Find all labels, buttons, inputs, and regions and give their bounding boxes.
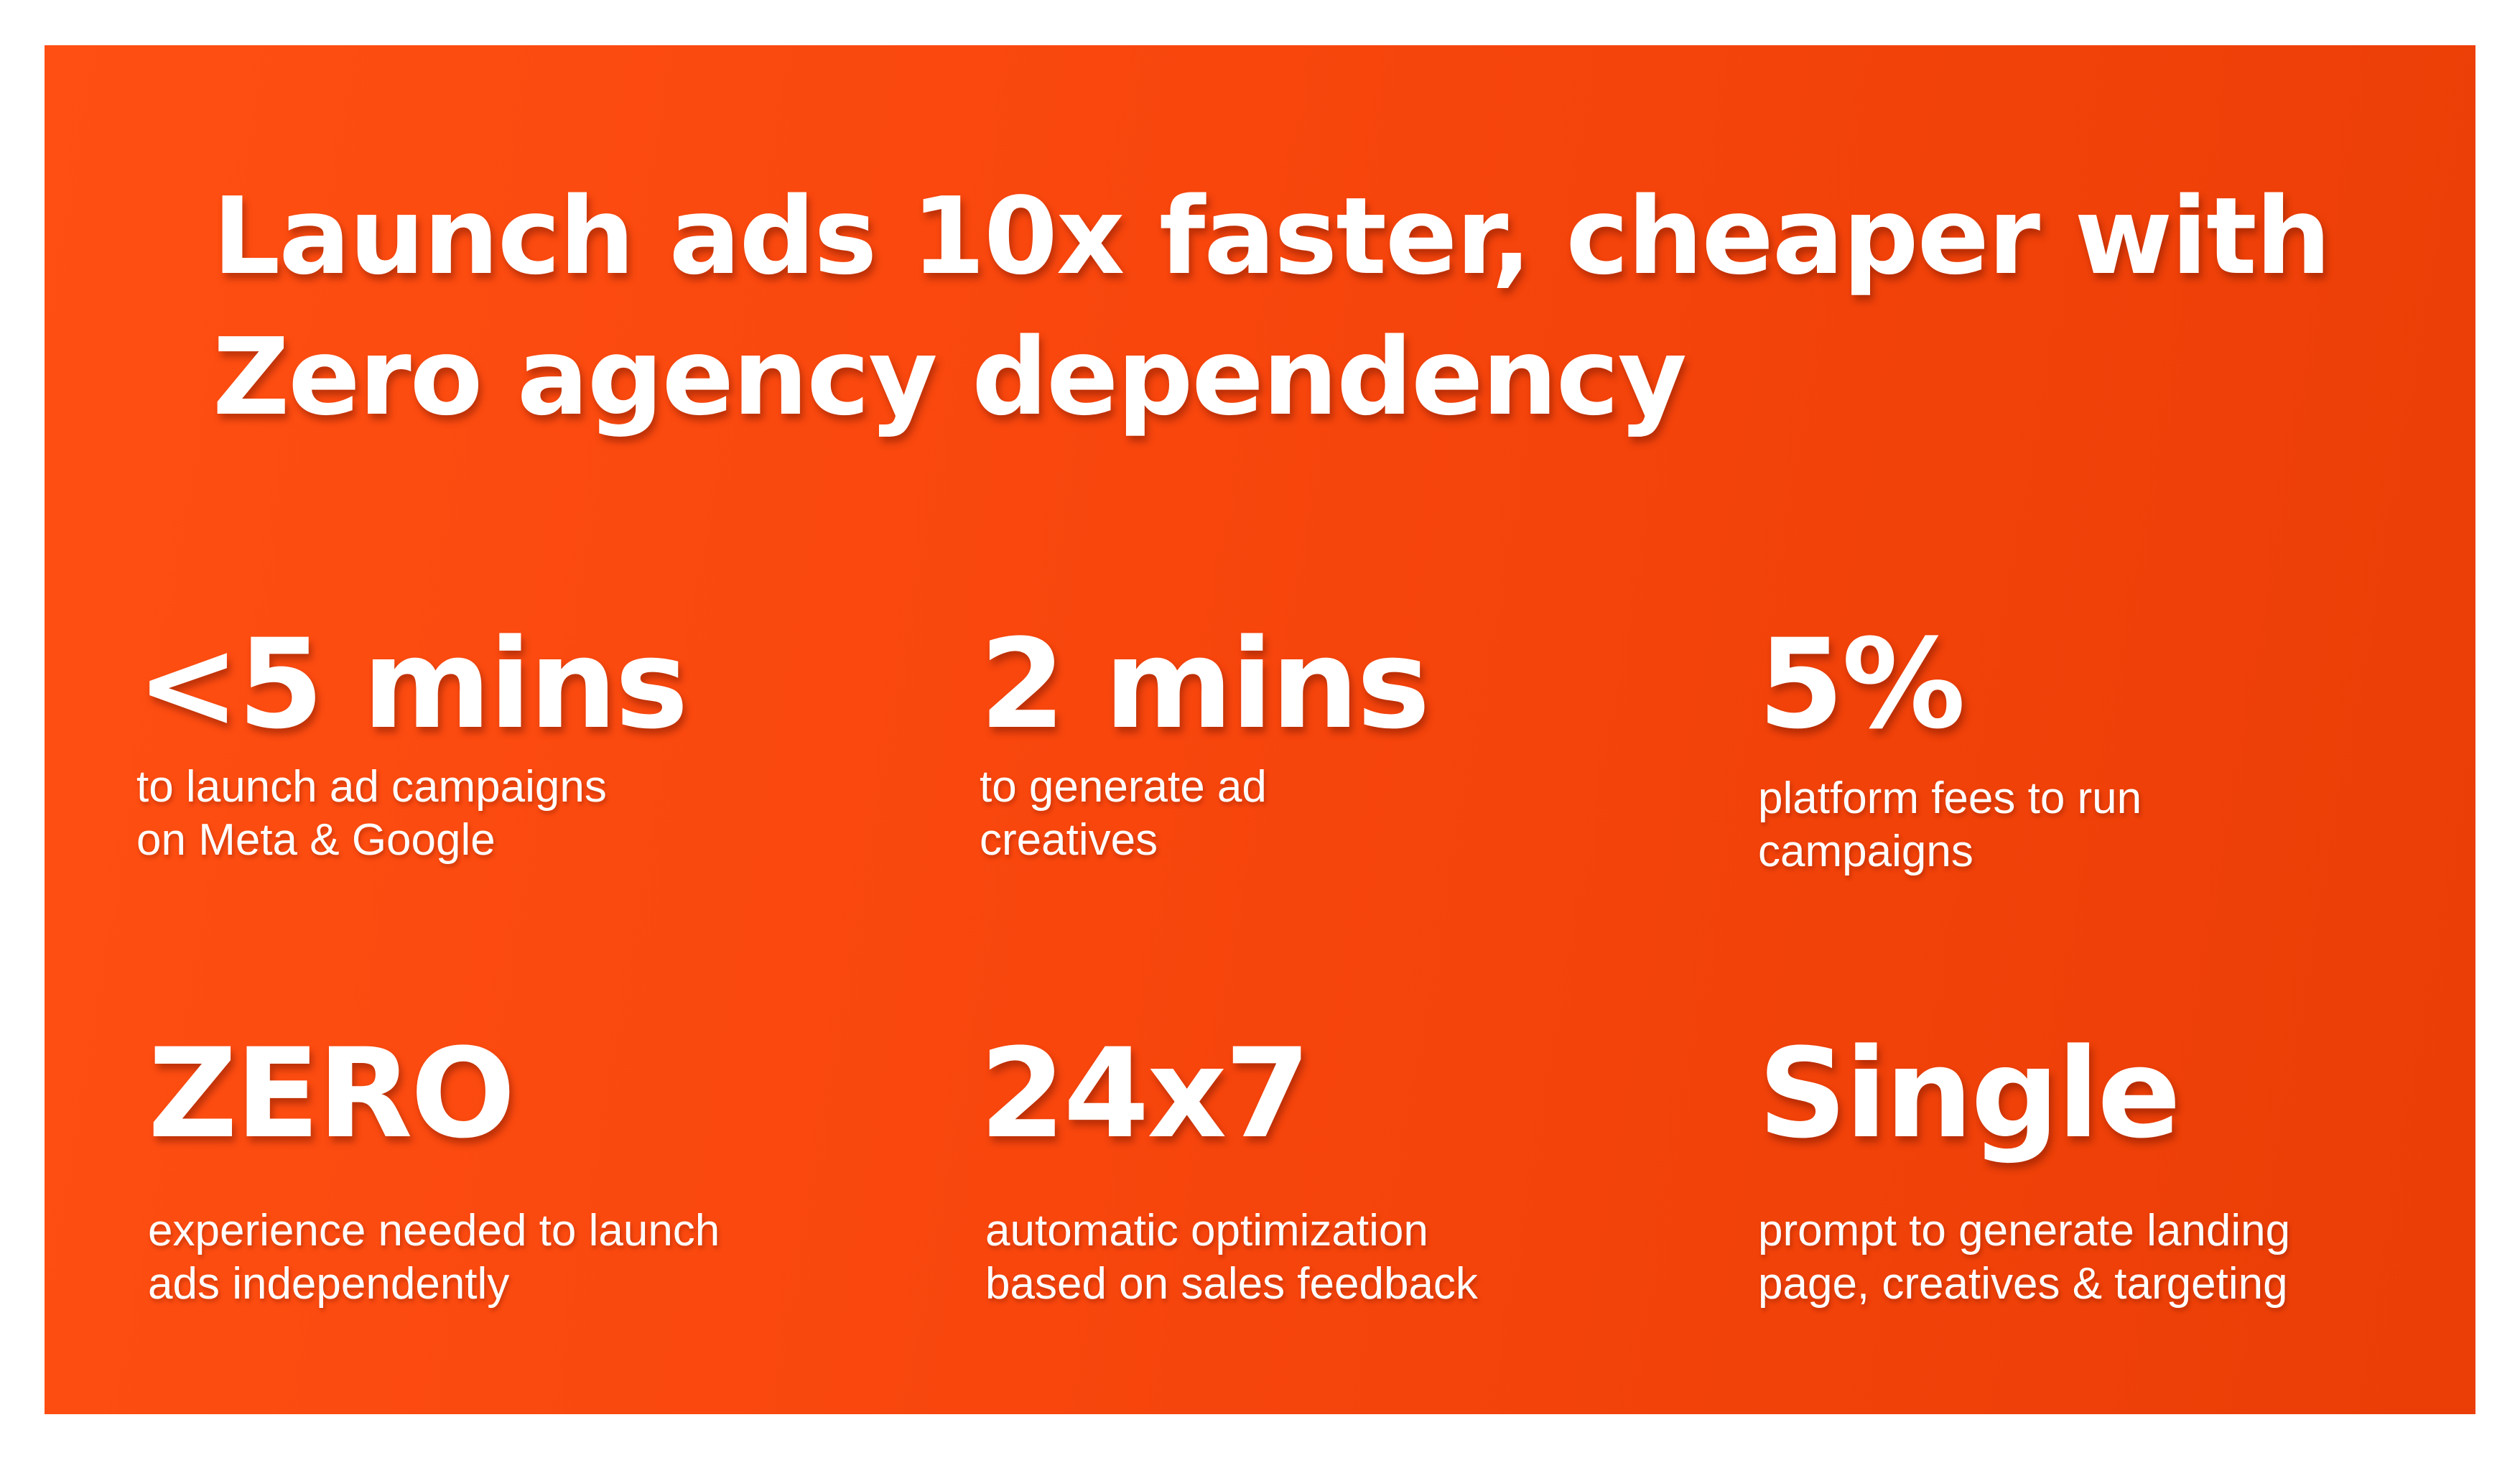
stat-description-line: creatives (980, 815, 1158, 865)
stat-description-line: platform fees to run (1758, 774, 2142, 823)
stat-value: 5% (1758, 612, 1966, 756)
stat-description-line: experience needed to launch (148, 1206, 720, 1255)
headline: Launch ads 10x faster, cheaper with Zero… (213, 166, 2367, 447)
stat-value: 2 mins (980, 612, 1431, 756)
stat-description-line: on Meta & Google (136, 815, 496, 865)
stat-value: <5 mins (136, 612, 689, 756)
stat-description: prompt to generate landing page, creativ… (1758, 1204, 2475, 1311)
stat-description-line: prompt to generate landing (1758, 1206, 2291, 1255)
stat-experience: ZERO experience needed to launch ads ind… (148, 1022, 866, 1311)
stat-description: platform fees to run campaigns (1758, 772, 2475, 878)
stat-description-line: automatic optimization (985, 1206, 1428, 1255)
stat-launch-time: <5 mins to launch ad campaigns on Meta &… (136, 613, 855, 867)
stat-value: ZERO (148, 1021, 516, 1166)
stat-description: experience needed to launch ads independ… (148, 1204, 866, 1311)
stat-optimization: 24x7 automatic optimization based on sal… (980, 1022, 1698, 1311)
stat-creative-time: 2 mins to generate ad creatives (980, 613, 1698, 867)
stat-single-prompt: Single prompt to generate landing page, … (1758, 1022, 2475, 1311)
headline-line-1: Launch ads 10x faster, cheaper with (213, 175, 2331, 298)
stat-platform-fee: 5% platform fees to run campaigns (1758, 613, 2475, 878)
stat-description: to launch ad campaigns on Meta & Google (136, 761, 855, 867)
headline-line-2: Zero agency dependency (213, 315, 1687, 439)
stat-description-line: based on sales feedback (985, 1259, 1478, 1309)
stat-description-line: campaigns (1758, 827, 1973, 876)
stat-value: 24x7 (980, 1021, 1311, 1166)
stat-description-line: to generate ad (980, 762, 1267, 812)
stat-description: to generate ad creatives (980, 761, 1698, 867)
stat-description-line: ads independently (148, 1259, 510, 1309)
stat-description-line: page, creatives & targeting (1758, 1259, 2288, 1309)
stat-description-line: to launch ad campaigns (136, 762, 607, 812)
slide-panel: Launch ads 10x faster, cheaper with Zero… (45, 45, 2475, 1414)
stat-value: Single (1758, 1021, 2181, 1166)
stat-description: automatic optimization based on sales fe… (980, 1204, 1698, 1311)
